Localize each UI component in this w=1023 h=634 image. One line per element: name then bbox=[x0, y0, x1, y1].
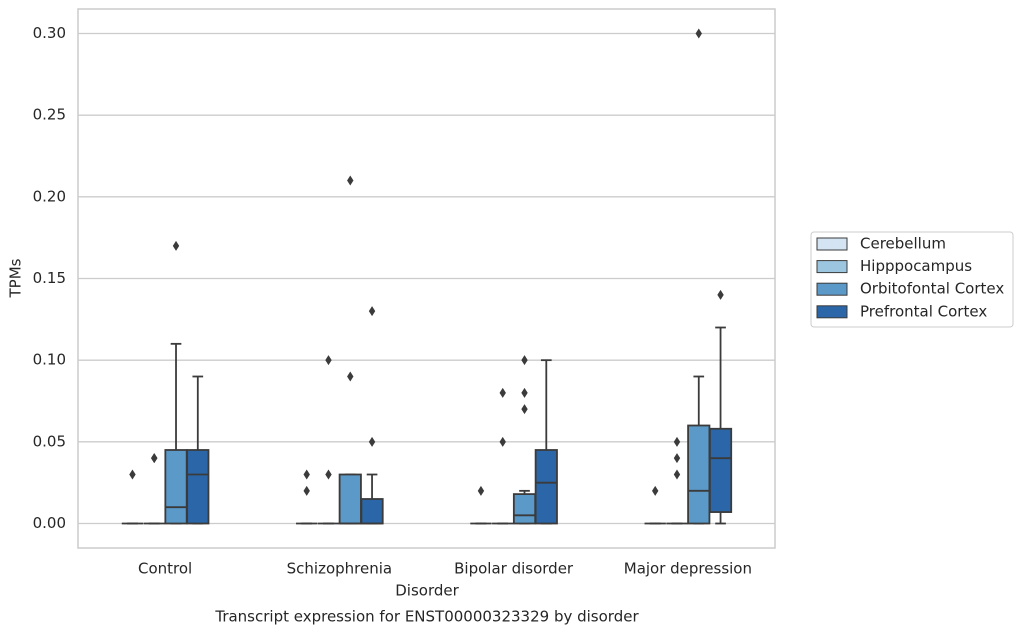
outlier bbox=[499, 436, 506, 447]
outlier bbox=[521, 404, 528, 415]
outlier bbox=[172, 240, 180, 251]
y-axis-label: TPMs bbox=[7, 258, 25, 298]
outlier bbox=[521, 387, 528, 398]
box bbox=[708, 427, 733, 513]
x-tick-label: Major depression bbox=[624, 560, 752, 578]
y-tick-label: 0.00 bbox=[33, 514, 66, 532]
y-tick-label: 0.10 bbox=[33, 351, 66, 369]
outlier bbox=[303, 469, 310, 480]
legend-swatch bbox=[816, 237, 848, 251]
box bbox=[512, 493, 537, 525]
outlier bbox=[717, 289, 724, 300]
outlier bbox=[325, 355, 332, 366]
outlier bbox=[129, 469, 136, 480]
box bbox=[338, 473, 362, 525]
legend-label: Prefrontal Cortex bbox=[860, 302, 987, 320]
x-tick-label: Control bbox=[138, 560, 192, 578]
box bbox=[164, 449, 188, 525]
outlier bbox=[695, 28, 702, 39]
y-tick-label: 0.15 bbox=[33, 269, 66, 287]
outlier bbox=[347, 371, 354, 382]
x-tick-label: Bipolar disorder bbox=[454, 560, 574, 578]
x-tick-label: Schizophrenia bbox=[287, 560, 392, 578]
legend-swatch bbox=[816, 305, 848, 319]
outlier bbox=[325, 469, 332, 480]
legend-swatch bbox=[816, 260, 848, 274]
outlier bbox=[652, 485, 659, 496]
legend-label: Cerebellum bbox=[860, 235, 946, 253]
outlier bbox=[151, 453, 158, 464]
x-axis-label: Disorder bbox=[395, 582, 459, 600]
legend-label: Orbitofontal Cortex bbox=[860, 280, 1004, 298]
box bbox=[534, 449, 558, 525]
outlier bbox=[477, 485, 485, 496]
y-tick-label: 0.25 bbox=[33, 106, 66, 124]
outlier bbox=[368, 436, 376, 447]
outlier bbox=[499, 387, 506, 398]
outlier bbox=[673, 436, 681, 447]
outlier bbox=[303, 485, 310, 496]
legend-swatch bbox=[816, 282, 848, 296]
outlier bbox=[521, 355, 528, 366]
outlier bbox=[347, 175, 354, 186]
outlier bbox=[673, 469, 681, 480]
box bbox=[186, 449, 210, 525]
legend-label: Hipppocampus bbox=[860, 257, 972, 275]
y-tick-label: 0.20 bbox=[33, 187, 66, 205]
box bbox=[687, 424, 711, 525]
chart-title: Transcript expression for ENST0000032332… bbox=[214, 608, 639, 626]
box bbox=[360, 498, 384, 525]
y-tick-label: 0.30 bbox=[33, 24, 66, 42]
outlier bbox=[368, 306, 376, 317]
legend-frame bbox=[810, 231, 1014, 328]
y-tick-label: 0.05 bbox=[33, 432, 66, 450]
outlier bbox=[673, 453, 681, 464]
